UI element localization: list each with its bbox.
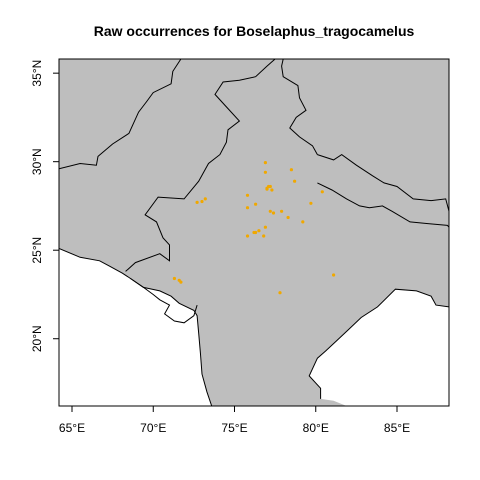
occurrence-point [254, 202, 258, 206]
x-tick-label: 85°E [384, 421, 410, 435]
occurrence-point [263, 161, 267, 165]
country-border [125, 59, 276, 272]
occurrence-point [245, 193, 250, 197]
occurrence-point [268, 209, 272, 213]
bay-of-bengal [309, 289, 449, 406]
x-tick-label: 70°E [140, 421, 166, 435]
country-border [317, 182, 449, 228]
occurrence-point [262, 234, 266, 238]
occurrence-point [200, 199, 204, 204]
y-tick-label: 30°N [30, 148, 44, 175]
x-tick-label: 80°E [303, 421, 329, 435]
occurrence-point [270, 188, 274, 192]
x-tick-label: 75°E [221, 421, 247, 435]
country-border [281, 59, 318, 155]
occurrence-point [245, 206, 250, 210]
occurrence-point [195, 200, 199, 204]
country-border [59, 59, 182, 170]
occurrence-point [289, 168, 293, 172]
occurrence-point [320, 190, 324, 194]
occurrence-points [172, 161, 336, 295]
west-coastline [59, 247, 213, 406]
occurrence-point [203, 197, 207, 201]
occurrence-point [332, 273, 336, 277]
occurrence-point [172, 276, 176, 281]
east-coastline [308, 288, 449, 399]
occurrence-point [309, 201, 313, 205]
occurrence-point [267, 184, 271, 189]
x-axis: 65°E 70°E 75°E 80°E 85°E [59, 405, 410, 435]
occurrence-point [179, 280, 183, 284]
occurrence-point [265, 187, 269, 191]
y-axis: 20°N 25°N 30°N 35°N [30, 60, 60, 352]
y-tick-label: 20°N [30, 325, 44, 352]
occurrence-point [280, 209, 284, 213]
occurrence-point [257, 229, 261, 233]
occurrence-point [252, 230, 256, 235]
y-tick-label: 35°N [30, 60, 44, 87]
x-tick-label: 65°E [59, 421, 85, 435]
occurrence-point [278, 291, 282, 295]
y-tick-label: 25°N [30, 237, 44, 264]
occurrence-point [286, 215, 290, 220]
occurrence-point [293, 179, 297, 183]
gulf-coastline [130, 278, 198, 324]
occurrence-point [263, 225, 267, 229]
chart-title: Raw occurrences for Boselaphus_tragocame… [94, 23, 415, 39]
occurrence-point [301, 220, 305, 224]
occurrence-point [263, 170, 267, 174]
arabian-sea [59, 248, 212, 406]
country-border [317, 153, 449, 212]
occurrence-point [245, 234, 250, 238]
occurrence-point [271, 211, 276, 215]
